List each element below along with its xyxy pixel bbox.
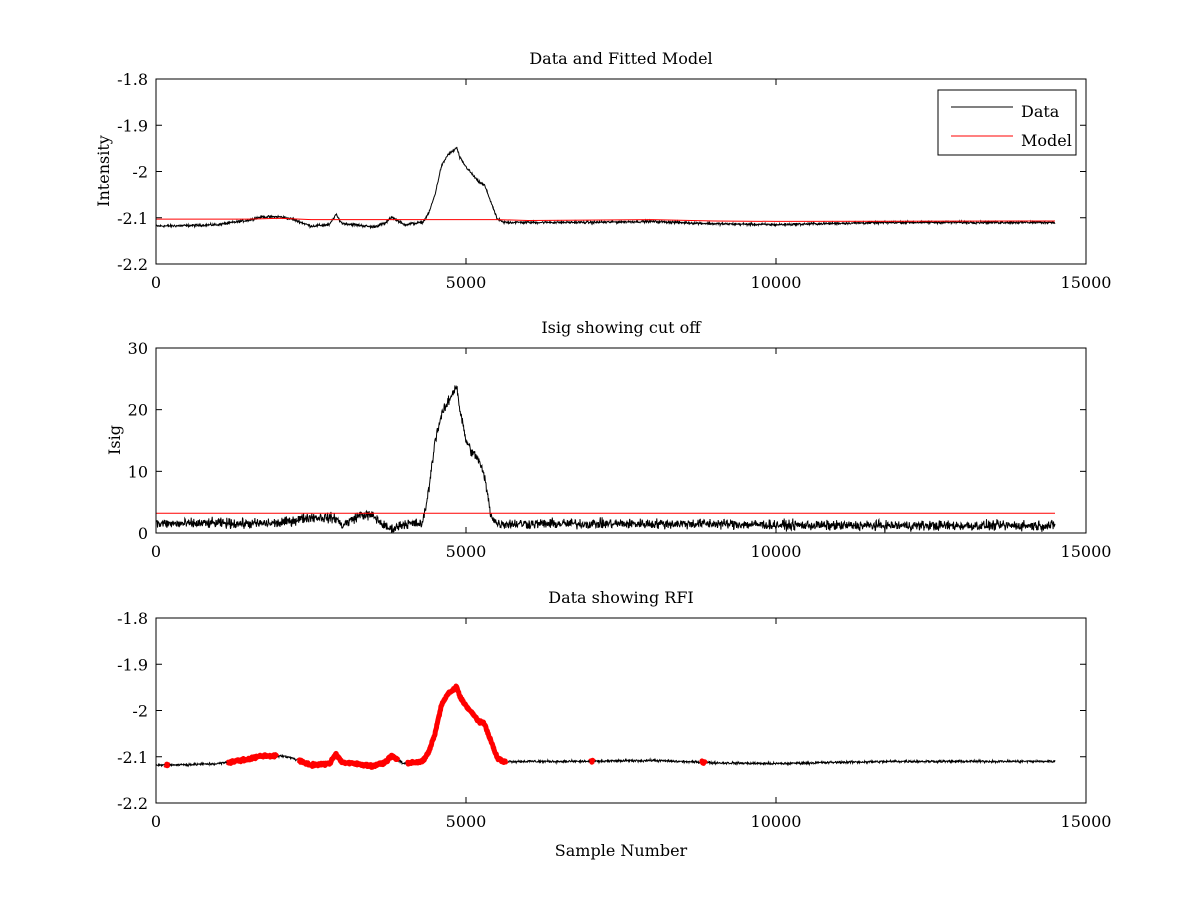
panel-data-fitted-model: Data and Fitted Model 0 5000 10000 15000 -1.…: [94, 49, 1111, 292]
y-tick-label: -2: [132, 163, 148, 182]
series-isig-line: [155, 385, 1056, 533]
panel-1-title: Data and Fitted Model: [529, 49, 712, 68]
x-tick-label: 15000: [1061, 542, 1112, 561]
legend-model-label: Model: [1021, 131, 1072, 150]
y-tick-label: 20: [128, 401, 148, 420]
y-tick-label: -2.2: [117, 794, 148, 813]
rfi-flagged-segment: [296, 750, 401, 770]
panel-2-plot-area: [155, 385, 1056, 533]
rfi-flagged-segment: [405, 683, 509, 767]
y-tick-label: 0: [138, 524, 148, 543]
panel-3-plot-area: [155, 683, 1056, 770]
x-tick-label: 10000: [751, 273, 802, 292]
y-tick-label: -2: [132, 702, 148, 721]
y-tick-label: -1.8: [117, 70, 148, 89]
panel-1-legend: Data Model: [937, 89, 1077, 156]
series-model-line: [156, 217, 1056, 222]
y-tick-label: 30: [128, 339, 148, 358]
panel-2-title: Isig showing cut off: [541, 318, 702, 337]
series-data-line: [155, 146, 1056, 230]
x-tick-label: 0: [151, 542, 161, 561]
panel-1-y-axis-label: Intensity: [94, 135, 113, 207]
panel-1-plot-area: [155, 146, 1056, 230]
x-tick-label: 0: [151, 273, 161, 292]
panel-3-ticks: 0 5000 10000 15000 -1.8 -1.9 -2 -2.1 -2.2: [117, 609, 1111, 831]
rfi-flagged-segment: [163, 761, 171, 769]
x-tick-label: 5000: [446, 542, 487, 561]
rfi-flagged-segment: [699, 758, 708, 766]
panel-2-y-axis-label: Isig: [105, 425, 124, 455]
rfi-flagged-segment: [587, 757, 596, 765]
y-tick-label: -1.8: [117, 609, 148, 628]
panel-2-axes-box: [155, 347, 1087, 534]
y-tick-label: 10: [128, 462, 148, 481]
panel-3-x-axis-label: Sample Number: [555, 841, 688, 860]
y-tick-label: -1.9: [117, 116, 148, 135]
x-tick-label: 10000: [751, 812, 802, 831]
panel-1-ticks: 0 5000 10000 15000 -1.8 -1.9 -2 -2.1 -2.2: [117, 70, 1111, 292]
panel-3-title: Data showing RFI: [548, 588, 693, 607]
y-tick-label: -2.1: [117, 748, 148, 767]
x-tick-label: 5000: [446, 273, 487, 292]
panel-data-showing-rfi: Data showing RFI 0 5000 10000 15000 -1.8 -1.9…: [117, 588, 1111, 860]
y-tick-label: -2.1: [117, 209, 148, 228]
x-tick-label: 15000: [1061, 812, 1112, 831]
legend-data-label: Data: [1021, 102, 1060, 121]
y-tick-label: -1.9: [117, 655, 148, 674]
rfi-flagged-segment: [225, 752, 280, 766]
x-tick-label: 5000: [446, 812, 487, 831]
x-tick-label: 0: [151, 812, 161, 831]
panel-isig-cutoff: Isig showing cut off 0 5000 10000 15000 0 10 2…: [105, 318, 1111, 561]
x-tick-label: 10000: [751, 542, 802, 561]
legend-box: [937, 89, 1077, 156]
x-tick-label: 15000: [1061, 273, 1112, 292]
y-tick-label: -2.2: [117, 255, 148, 274]
panel-2-ticks: 0 5000 10000 15000 0 10 20 30: [128, 339, 1112, 561]
